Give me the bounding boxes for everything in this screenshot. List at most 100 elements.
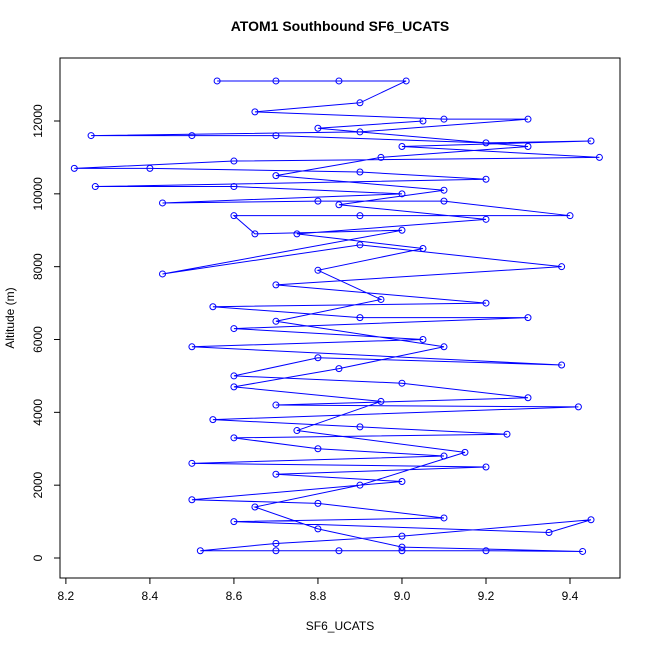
data-point	[574, 403, 582, 411]
data-point	[524, 142, 532, 150]
data-point	[398, 379, 406, 387]
data-point	[251, 230, 259, 238]
data-point	[335, 547, 343, 555]
data-point	[398, 226, 406, 234]
data-point	[524, 115, 532, 123]
data-point	[419, 336, 427, 344]
data-point	[419, 117, 427, 125]
data-point	[146, 164, 154, 172]
data-point	[356, 99, 364, 107]
data-point	[402, 77, 410, 85]
data-point	[377, 295, 385, 303]
y-tick-label: 6000	[31, 326, 45, 353]
data-point	[314, 197, 322, 205]
chart-title: ATOM1 Southbound SF6_UCATS	[231, 18, 450, 34]
data-point	[272, 317, 280, 325]
data-point	[461, 448, 469, 456]
data-point	[272, 281, 280, 289]
plot-frame	[59, 57, 621, 579]
data-point	[230, 372, 238, 380]
data-point	[230, 325, 238, 333]
y-axis-label: Altitude (m)	[3, 287, 17, 348]
data-point	[440, 186, 448, 194]
data-point	[314, 266, 322, 274]
data-point	[272, 401, 280, 409]
data-point	[159, 199, 167, 207]
y-tick-label: 4000	[31, 399, 45, 426]
data-point	[251, 503, 259, 511]
data-point	[356, 241, 364, 249]
data-point	[188, 343, 196, 351]
data-point	[230, 183, 238, 191]
x-tick-label: 9.2	[478, 589, 495, 603]
data-point	[272, 77, 280, 85]
data-point	[335, 365, 343, 373]
data-point	[251, 108, 259, 116]
data-point	[272, 547, 280, 555]
data-point	[230, 212, 238, 220]
data-point	[272, 132, 280, 140]
data-point	[230, 434, 238, 442]
data-point	[293, 230, 301, 238]
y-tick-label: 8000	[31, 253, 45, 280]
data-point	[398, 190, 406, 198]
data-point	[196, 547, 204, 555]
data-point	[398, 478, 406, 486]
data-point	[398, 532, 406, 540]
data-point	[482, 547, 490, 555]
y-tick-label: 2000	[31, 472, 45, 499]
data-point	[230, 383, 238, 391]
data-point	[293, 427, 301, 435]
y-tick-label: 0	[31, 554, 45, 561]
x-tick-label: 9.0	[394, 589, 411, 603]
data-point	[356, 481, 364, 489]
x-tick-label: 8.6	[226, 589, 243, 603]
data-point	[482, 299, 490, 307]
data-point	[335, 201, 343, 209]
data-point	[356, 212, 364, 220]
data-point	[314, 445, 322, 453]
data-point	[230, 157, 238, 165]
data-point	[230, 518, 238, 526]
data-point	[398, 543, 406, 551]
data-point	[398, 547, 406, 555]
data-point	[314, 525, 322, 533]
data-point	[440, 115, 448, 123]
data-point	[272, 539, 280, 547]
data-point	[377, 153, 385, 161]
data-point	[440, 514, 448, 522]
data-point	[70, 164, 78, 172]
data-point	[87, 132, 95, 140]
data-point	[587, 516, 595, 524]
data-point	[482, 139, 490, 147]
data-point	[524, 394, 532, 402]
x-tick-label: 8.8	[310, 589, 327, 603]
x-tick-label: 8.2	[58, 589, 75, 603]
data-point	[335, 77, 343, 85]
data-point	[91, 183, 99, 191]
data-point	[440, 197, 448, 205]
y-tick-label: 10000	[31, 177, 45, 211]
data-point	[209, 303, 217, 311]
data-point	[503, 430, 511, 438]
data-point	[398, 142, 406, 150]
data-point	[188, 459, 196, 467]
data-point	[377, 397, 385, 405]
data-point	[213, 77, 221, 85]
data-point	[558, 361, 566, 369]
data-point	[587, 137, 595, 145]
data-point	[579, 547, 587, 555]
data-point	[159, 270, 167, 278]
data-point	[482, 215, 490, 223]
data-point	[440, 343, 448, 351]
data-point	[595, 153, 603, 161]
data-point	[188, 496, 196, 504]
data-point	[356, 314, 364, 322]
data-point	[272, 470, 280, 478]
data-point	[188, 132, 196, 140]
data-point	[545, 529, 553, 537]
data-point	[356, 423, 364, 431]
data-point	[524, 314, 532, 322]
data-point	[314, 499, 322, 507]
